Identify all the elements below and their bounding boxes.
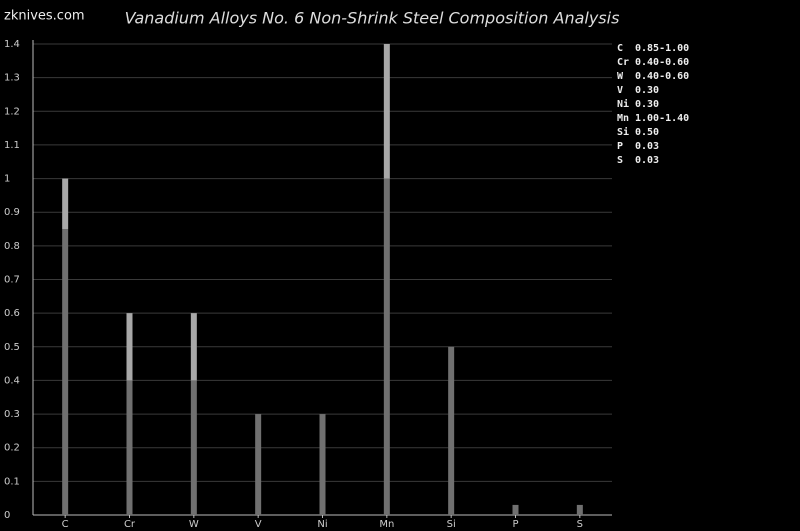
y-tick-label: 0.4: [4, 375, 20, 386]
legend-name: V: [617, 85, 623, 96]
x-tick-label: W: [189, 519, 199, 530]
legend-name: C: [617, 43, 623, 54]
x-tick-label: V: [255, 519, 262, 530]
legend-value: 0.30: [635, 85, 659, 96]
bar: [576, 504, 583, 515]
y-tick-label: 1.4: [4, 39, 20, 50]
y-tick-label: 0.2: [4, 443, 20, 454]
legend-name: P: [617, 141, 623, 152]
x-tick-label: P: [512, 519, 518, 530]
y-tick-label: 0.8: [4, 241, 20, 252]
legend-name: Cr: [617, 57, 629, 68]
x-tick-label: S: [577, 519, 583, 530]
legend-value: 0.03: [635, 141, 659, 152]
bar: [255, 414, 262, 515]
y-tick-label: 0.3: [4, 409, 20, 420]
y-tick-label: 0.9: [4, 207, 20, 218]
legend-value: 0.50: [635, 127, 659, 138]
site-name: zknives.com: [4, 9, 85, 24]
legend-value: 0.30: [635, 99, 659, 110]
x-tick-label: Cr: [124, 519, 136, 530]
y-tick-label: 1.1: [4, 140, 20, 151]
legend-value: 0.40-0.60: [635, 57, 689, 68]
legend-value: 0.85-1.00: [635, 43, 689, 54]
bar: [319, 414, 326, 515]
y-tick-label: 0.1: [4, 476, 20, 487]
bar: [190, 380, 197, 515]
bar-range: [62, 178, 69, 230]
chart-title: Vanadium Alloys No. 6 Non-Shrink Steel C…: [125, 9, 620, 28]
bar: [62, 229, 69, 516]
bar-range: [383, 44, 390, 179]
bar-range: [190, 313, 197, 381]
y-tick-label: 1.3: [4, 73, 20, 84]
y-tick-label: 0: [4, 510, 10, 521]
x-tick-label: Si: [447, 519, 456, 530]
bar: [383, 178, 390, 516]
legend-name: Ni: [617, 98, 629, 110]
y-tick-label: 1.2: [4, 106, 20, 117]
legend-name: Mn: [617, 113, 629, 124]
legend-value: 0.40-0.60: [635, 71, 689, 82]
x-tick-label: C: [62, 519, 69, 530]
bar: [512, 504, 519, 515]
legend-name: S: [617, 155, 623, 166]
y-tick-label: 0.6: [4, 308, 20, 319]
y-tick-label: 1: [4, 174, 10, 185]
legend-value: 1.00-1.40: [635, 113, 689, 124]
y-tick-label: 0.7: [4, 275, 20, 286]
x-tick-label: Mn: [379, 519, 394, 530]
bar: [448, 346, 455, 515]
legend-value: 0.03: [635, 155, 659, 166]
bar-range: [126, 313, 133, 381]
y-tick-label: 0.5: [4, 342, 20, 353]
legend-name: W: [617, 71, 624, 82]
x-tick-label: Ni: [317, 519, 327, 530]
bar: [126, 380, 133, 515]
legend-name: Si: [617, 126, 629, 138]
